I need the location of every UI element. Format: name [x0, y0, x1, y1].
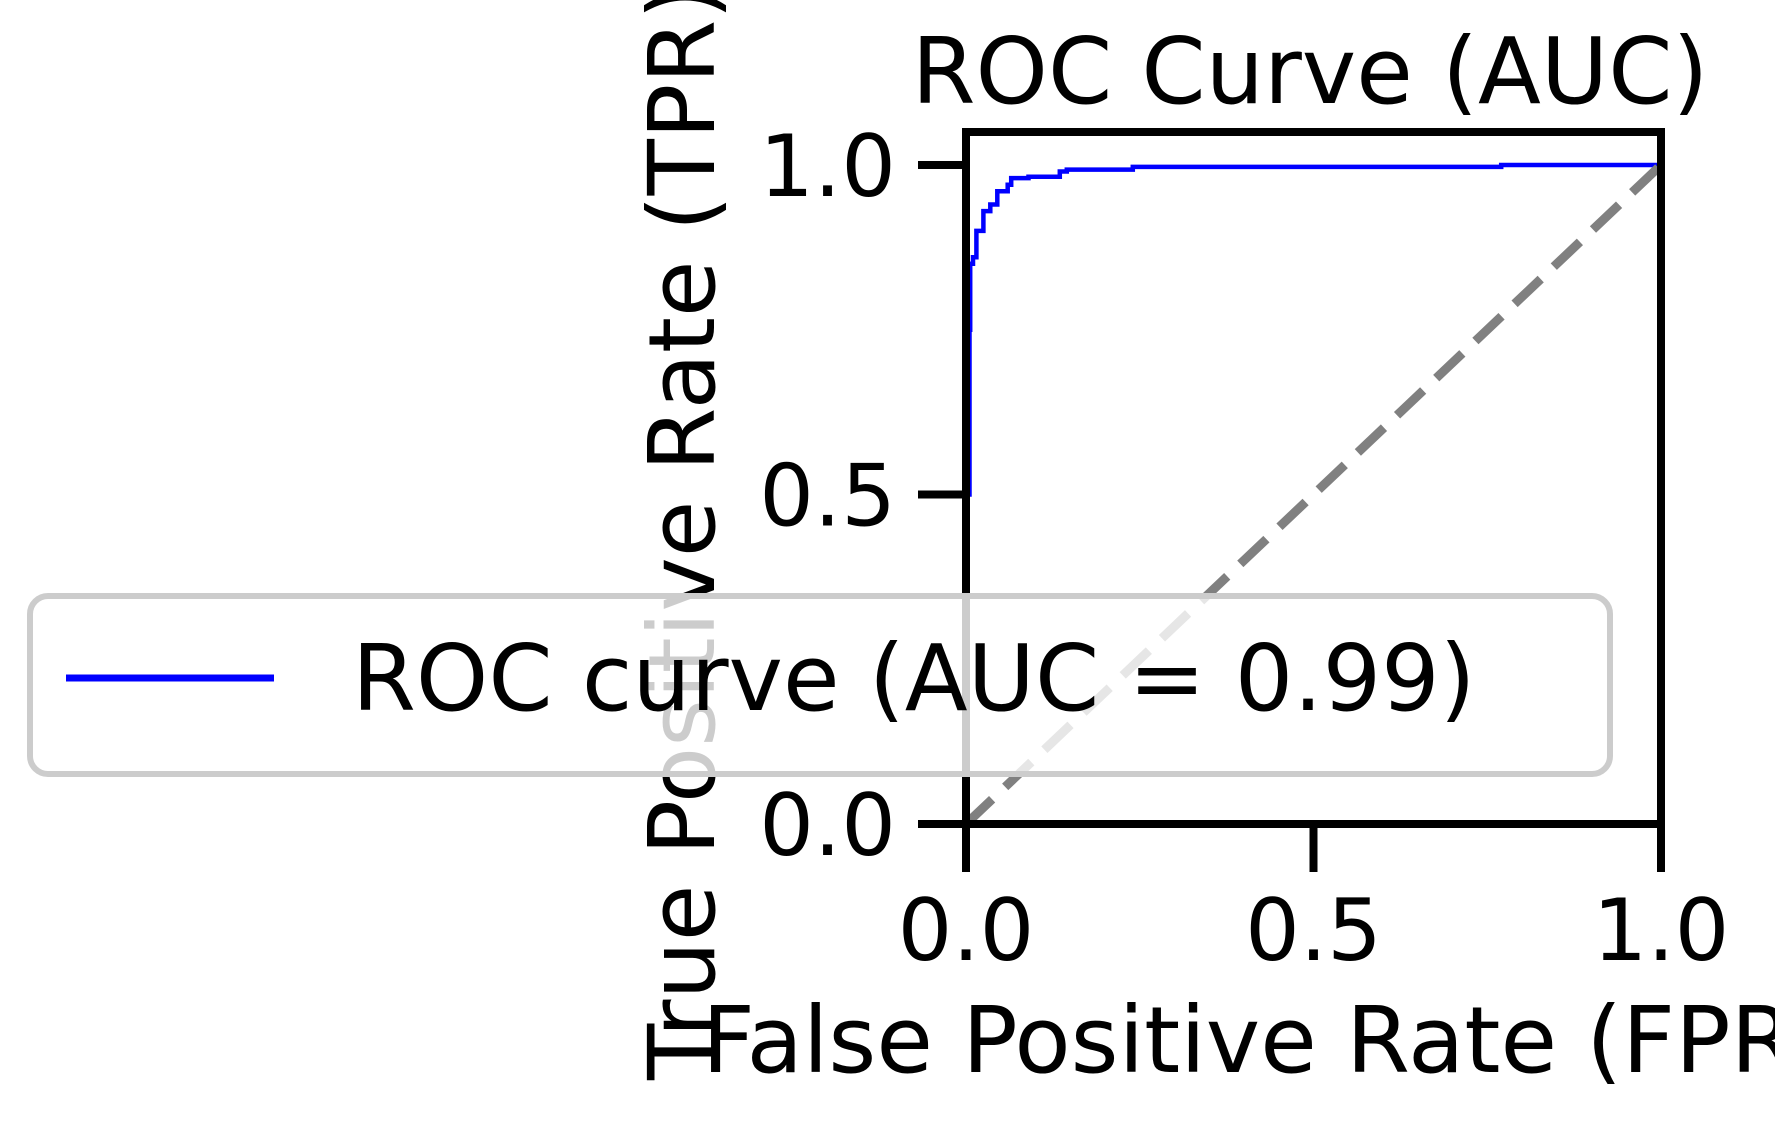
roc-curve-line: [966, 162, 1661, 824]
y-axis-ticks: 0.0 0.5 1.0: [759, 117, 966, 876]
x-tick-label: 1.0: [1593, 881, 1730, 981]
legend-label: ROC curve (AUC = 0.99): [352, 625, 1476, 732]
y-tick-label: 0.5: [759, 446, 896, 546]
y-tick-label: 1.0: [759, 117, 896, 217]
x-tick-label: 0.5: [1245, 881, 1382, 981]
x-axis-label: False Positive Rate (FPR): [702, 987, 1775, 1094]
y-tick-label: 0.0: [759, 776, 896, 876]
x-tick-label: 0.0: [898, 881, 1035, 981]
chart-title: ROC Curve (AUC): [912, 18, 1709, 125]
series-layer: [966, 161, 1661, 824]
legend-box: [27, 593, 1613, 777]
y-axis-label: True Positive Rate (TPR): [629, 0, 736, 1081]
x-axis-ticks: 0.0 0.5 1.0: [898, 824, 1730, 981]
legend: ROC curve (AUC = 0.99): [27, 593, 1613, 777]
